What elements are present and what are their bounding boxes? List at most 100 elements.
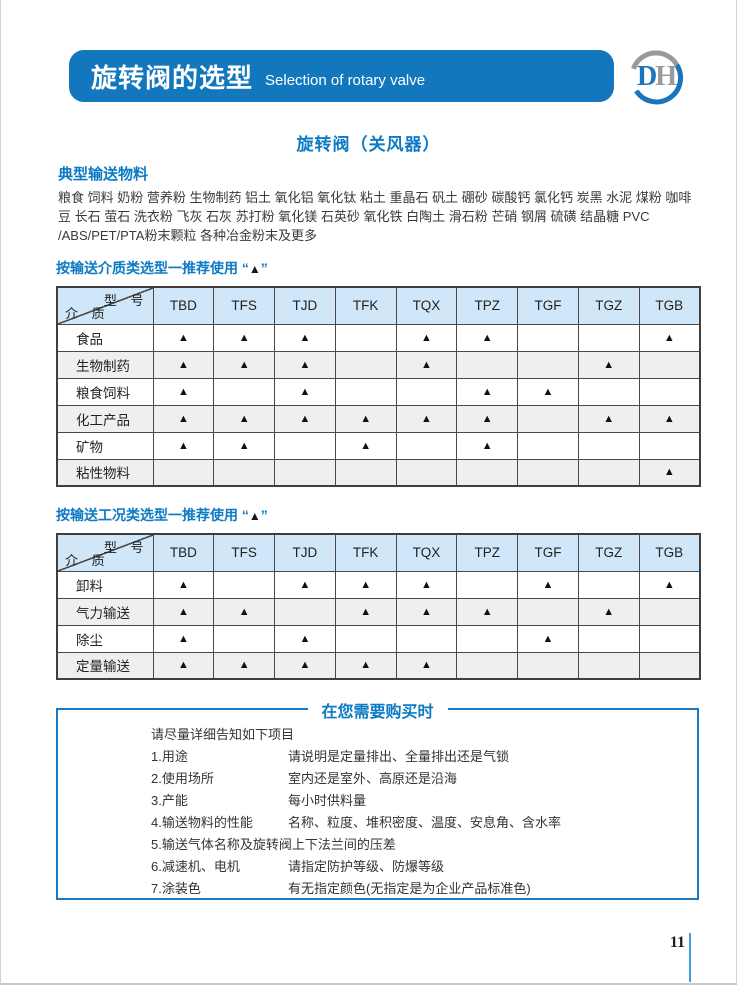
recommended-mark: ▲ (152, 350, 215, 379)
logo-arcs-icon (631, 50, 683, 105)
table-row: 定量输送 ▲ ▲ ▲ ▲ ▲ (56, 651, 701, 680)
corner-label-model: 型 号 (103, 293, 149, 308)
recommended-mark: ▲ (638, 404, 701, 433)
media-table-heading: 按输送介质类选型一推荐使用 “▲” (56, 258, 701, 278)
purchase-item: 4.输送物料的性能 名称、粒度、堆积密度、温度、安息角、含水率 (151, 812, 697, 834)
column-header-tjd: TJD (274, 286, 336, 325)
purchase-item: 5.输送气体名称及旋转阀上下法兰间的压差 (151, 834, 697, 856)
column-header-tfs: TFS (213, 533, 276, 572)
table-row: 粮食饲料 ▲ ▲ ▲ ▲ (56, 377, 701, 406)
recommended-mark: ▲ (638, 570, 701, 599)
footer-accent-line (689, 933, 691, 982)
column-header-tgz: TGZ (577, 533, 640, 572)
recommended-mark: ▲ (274, 651, 336, 680)
recommended-mark: ▲ (334, 570, 397, 599)
purchase-item-label: 2.使用场所 (151, 771, 214, 786)
corner-label-medium: 介 质 (65, 305, 110, 321)
purchase-item-desc: 请说明是定量排出、全量排出还是气锁 (288, 749, 510, 764)
recommended-mark: ▲ (517, 377, 579, 406)
recommended-mark: ▲ (213, 404, 276, 433)
empty-cell (517, 350, 579, 379)
recommended-mark: ▲ (152, 651, 215, 680)
column-header-tbd: TBD (152, 286, 215, 325)
page-title: 旋转阀的选型 (91, 62, 254, 93)
recommended-mark: ▲ (456, 323, 519, 352)
purchase-item: 3.产能 每小时供料量 (151, 790, 697, 812)
column-header-tjd: TJD (274, 533, 336, 572)
recommended-mark: ▲ (152, 404, 215, 433)
recommended-mark: ▲ (517, 570, 579, 599)
empty-cell (517, 597, 579, 626)
typical-materials-section: 典型输送物料 粮食 饲料 奶粉 营养粉 生物制药 铝土 氧化铝 氧化钛 粘土 重… (58, 163, 694, 245)
recommended-mark: ▲ (274, 350, 336, 379)
empty-cell (517, 458, 579, 487)
corner-label-model: 型 号 (103, 540, 149, 555)
recommended-mark: ▲ (213, 597, 276, 626)
quote-open: “ (241, 507, 249, 523)
table-row: 粘性物料 ▲ (56, 458, 701, 487)
empty-cell (577, 323, 640, 352)
row-label: 气力输送 (56, 597, 154, 626)
triangle-mark-icon: ▲ (248, 509, 261, 523)
purchase-item-desc (396, 834, 697, 856)
purchase-items-list: 1.用途 请说明是定量排出、全量排出还是气锁 2.使用场所 室内还是室外、高原还是沿海… (151, 746, 697, 900)
purchase-item-label: 5.输送气体名称及旋转阀上下法兰间的压差 (151, 837, 396, 852)
logo-letters: DH (627, 61, 685, 93)
empty-cell (334, 323, 397, 352)
column-header-tfs: TFS (213, 286, 276, 325)
purchase-item-desc: 有无指定颜色(无指定是为企业产品标准色) (288, 881, 531, 896)
recommended-mark: ▲ (152, 323, 215, 352)
recommended-mark: ▲ (152, 624, 215, 653)
empty-cell (334, 458, 397, 487)
corner-header-cell: 型 号介 质 (56, 533, 154, 572)
empty-cell (456, 570, 519, 599)
empty-cell (577, 431, 640, 460)
typical-materials-body: 粮食 饲料 奶粉 营养粉 生物制药 铝土 氧化铝 氧化钛 粘土 重晶石 矾土 硼… (58, 190, 692, 243)
row-label: 生物制药 (56, 350, 154, 379)
row-label: 粮食饲料 (56, 377, 154, 406)
recommended-mark: ▲ (577, 597, 640, 626)
column-header-tgb: TGB (638, 286, 701, 325)
recommended-mark: ▲ (334, 597, 397, 626)
media-selection-section: 按输送介质类选型一推荐使用 “▲” 型 号介 质 TBD TFS TJD TFK TQX T… (56, 258, 701, 487)
recommended-mark: ▲ (395, 651, 458, 680)
empty-cell (213, 458, 276, 487)
column-header-tqx: TQX (395, 286, 458, 325)
empty-cell (577, 458, 640, 487)
empty-cell (274, 458, 336, 487)
purchase-info-box: 在您需要购买时 请尽量详细告知如下项目 1.用途 请说明是定量排出、全量排出还是气… (56, 698, 699, 900)
column-header-tqx: TQX (395, 533, 458, 572)
row-label: 食品 (56, 323, 154, 352)
recommended-mark: ▲ (577, 350, 640, 379)
recommended-mark: ▲ (213, 431, 276, 460)
empty-cell (334, 624, 397, 653)
header-banner: 旋转阀的选型 Selection of rotary valve (69, 50, 614, 102)
recommended-mark: ▲ (274, 404, 336, 433)
recommended-mark: ▲ (395, 570, 458, 599)
recommended-mark: ▲ (334, 431, 397, 460)
empty-cell (517, 431, 579, 460)
column-header-tgz: TGZ (577, 286, 640, 325)
empty-cell (213, 570, 276, 599)
purchase-item-label: 4.输送物料的性能 (151, 815, 253, 830)
heading-text: 按输送介质类选型一推荐使用 (56, 260, 242, 276)
empty-cell (577, 624, 640, 653)
recommended-mark: ▲ (395, 350, 458, 379)
empty-cell (395, 458, 458, 487)
purchase-item: 7.涂装色 有无指定颜色(无指定是为企业产品标准色) (151, 878, 697, 900)
purchase-item: 2.使用场所 室内还是室外、高原还是沿海 (151, 768, 697, 790)
column-header-tpz: TPZ (456, 286, 519, 325)
empty-cell (456, 651, 519, 680)
quote-close: ” (260, 507, 268, 523)
purchase-box-content: 请尽量详细告知如下项目 1.用途 请说明是定量排出、全量排出还是气锁 2.使用场所 室… (151, 724, 697, 900)
row-label: 除尘 (56, 624, 154, 653)
empty-cell (395, 431, 458, 460)
section-title: 旋转阀（关风器） (296, 135, 441, 154)
column-header-tfk: TFK (334, 286, 397, 325)
empty-cell (334, 377, 397, 406)
recommended-mark: ▲ (456, 377, 519, 406)
row-label: 定量输送 (56, 651, 154, 680)
empty-cell (638, 377, 701, 406)
recommended-mark: ▲ (334, 404, 397, 433)
